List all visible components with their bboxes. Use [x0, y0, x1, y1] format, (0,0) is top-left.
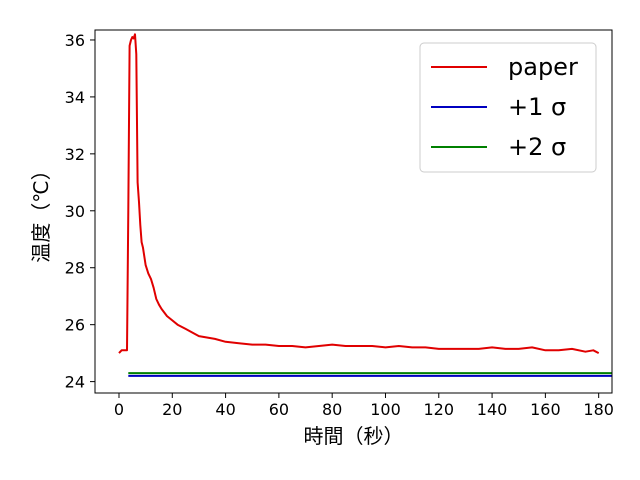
x-tick-label: 180	[583, 400, 614, 419]
series-line-0	[118, 33, 600, 354]
y-tick-label: 26	[65, 316, 85, 335]
x-tick-label: 0	[114, 400, 124, 419]
x-axis-title: 時間（秒）	[304, 424, 404, 448]
plot-frame	[94, 29, 613, 394]
y-tick-label: 28	[65, 259, 85, 278]
x-tick-label: 80	[322, 400, 342, 419]
x-tick-label: 120	[424, 400, 455, 419]
x-tick-label: 60	[269, 400, 289, 419]
x-axis-ticks: 0 20 40 60 80 100 120 140 160 180	[114, 393, 614, 419]
x-tick-label: 160	[530, 400, 561, 419]
y-tick-label: 36	[65, 31, 85, 50]
legend-label: paper	[508, 53, 578, 81]
y-axis-ticks: 24 26 28 30 32 34 36	[65, 31, 95, 392]
x-tick-label: 100	[370, 400, 401, 419]
y-tick-label: 34	[65, 88, 85, 107]
y-tick-label: 32	[65, 145, 85, 164]
x-tick-label: 40	[215, 400, 235, 419]
y-tick-label: 24	[65, 373, 85, 392]
legend-label: +1 σ	[508, 93, 566, 121]
legend-box	[419, 42, 597, 173]
legend-label: +2 σ	[508, 133, 566, 161]
series-layer	[118, 33, 612, 377]
x-tick-label: 20	[162, 400, 182, 419]
y-axis-title: 温度（℃）	[29, 160, 53, 262]
y-tick-label: 30	[65, 202, 85, 221]
x-tick-label: 140	[477, 400, 508, 419]
legend: paper +1 σ +2 σ	[419, 42, 597, 173]
